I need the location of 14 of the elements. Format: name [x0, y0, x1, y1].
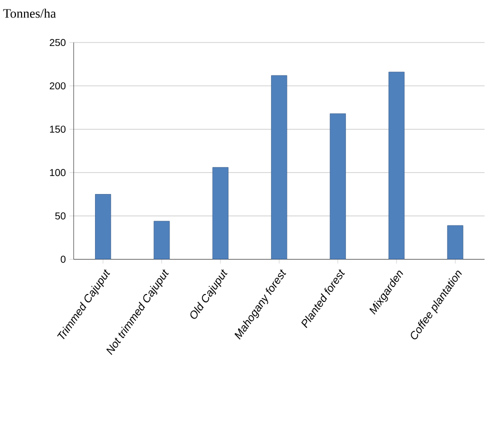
y-tick-label: 100 [50, 169, 66, 176]
y-tick-label: 250 [50, 39, 66, 46]
bar [388, 72, 405, 260]
y-axis-title: Tonnes/ha [3, 8, 56, 18]
bar [330, 113, 346, 260]
bar [212, 167, 228, 260]
y-tick-label: 50 [55, 212, 66, 220]
bar [271, 75, 288, 260]
bar [447, 225, 464, 260]
bar [95, 194, 112, 260]
bar [154, 221, 170, 260]
y-tick-label: 200 [50, 82, 66, 90]
y-tick-label: 150 [50, 126, 66, 133]
y-tick-label: 0 [60, 256, 66, 263]
